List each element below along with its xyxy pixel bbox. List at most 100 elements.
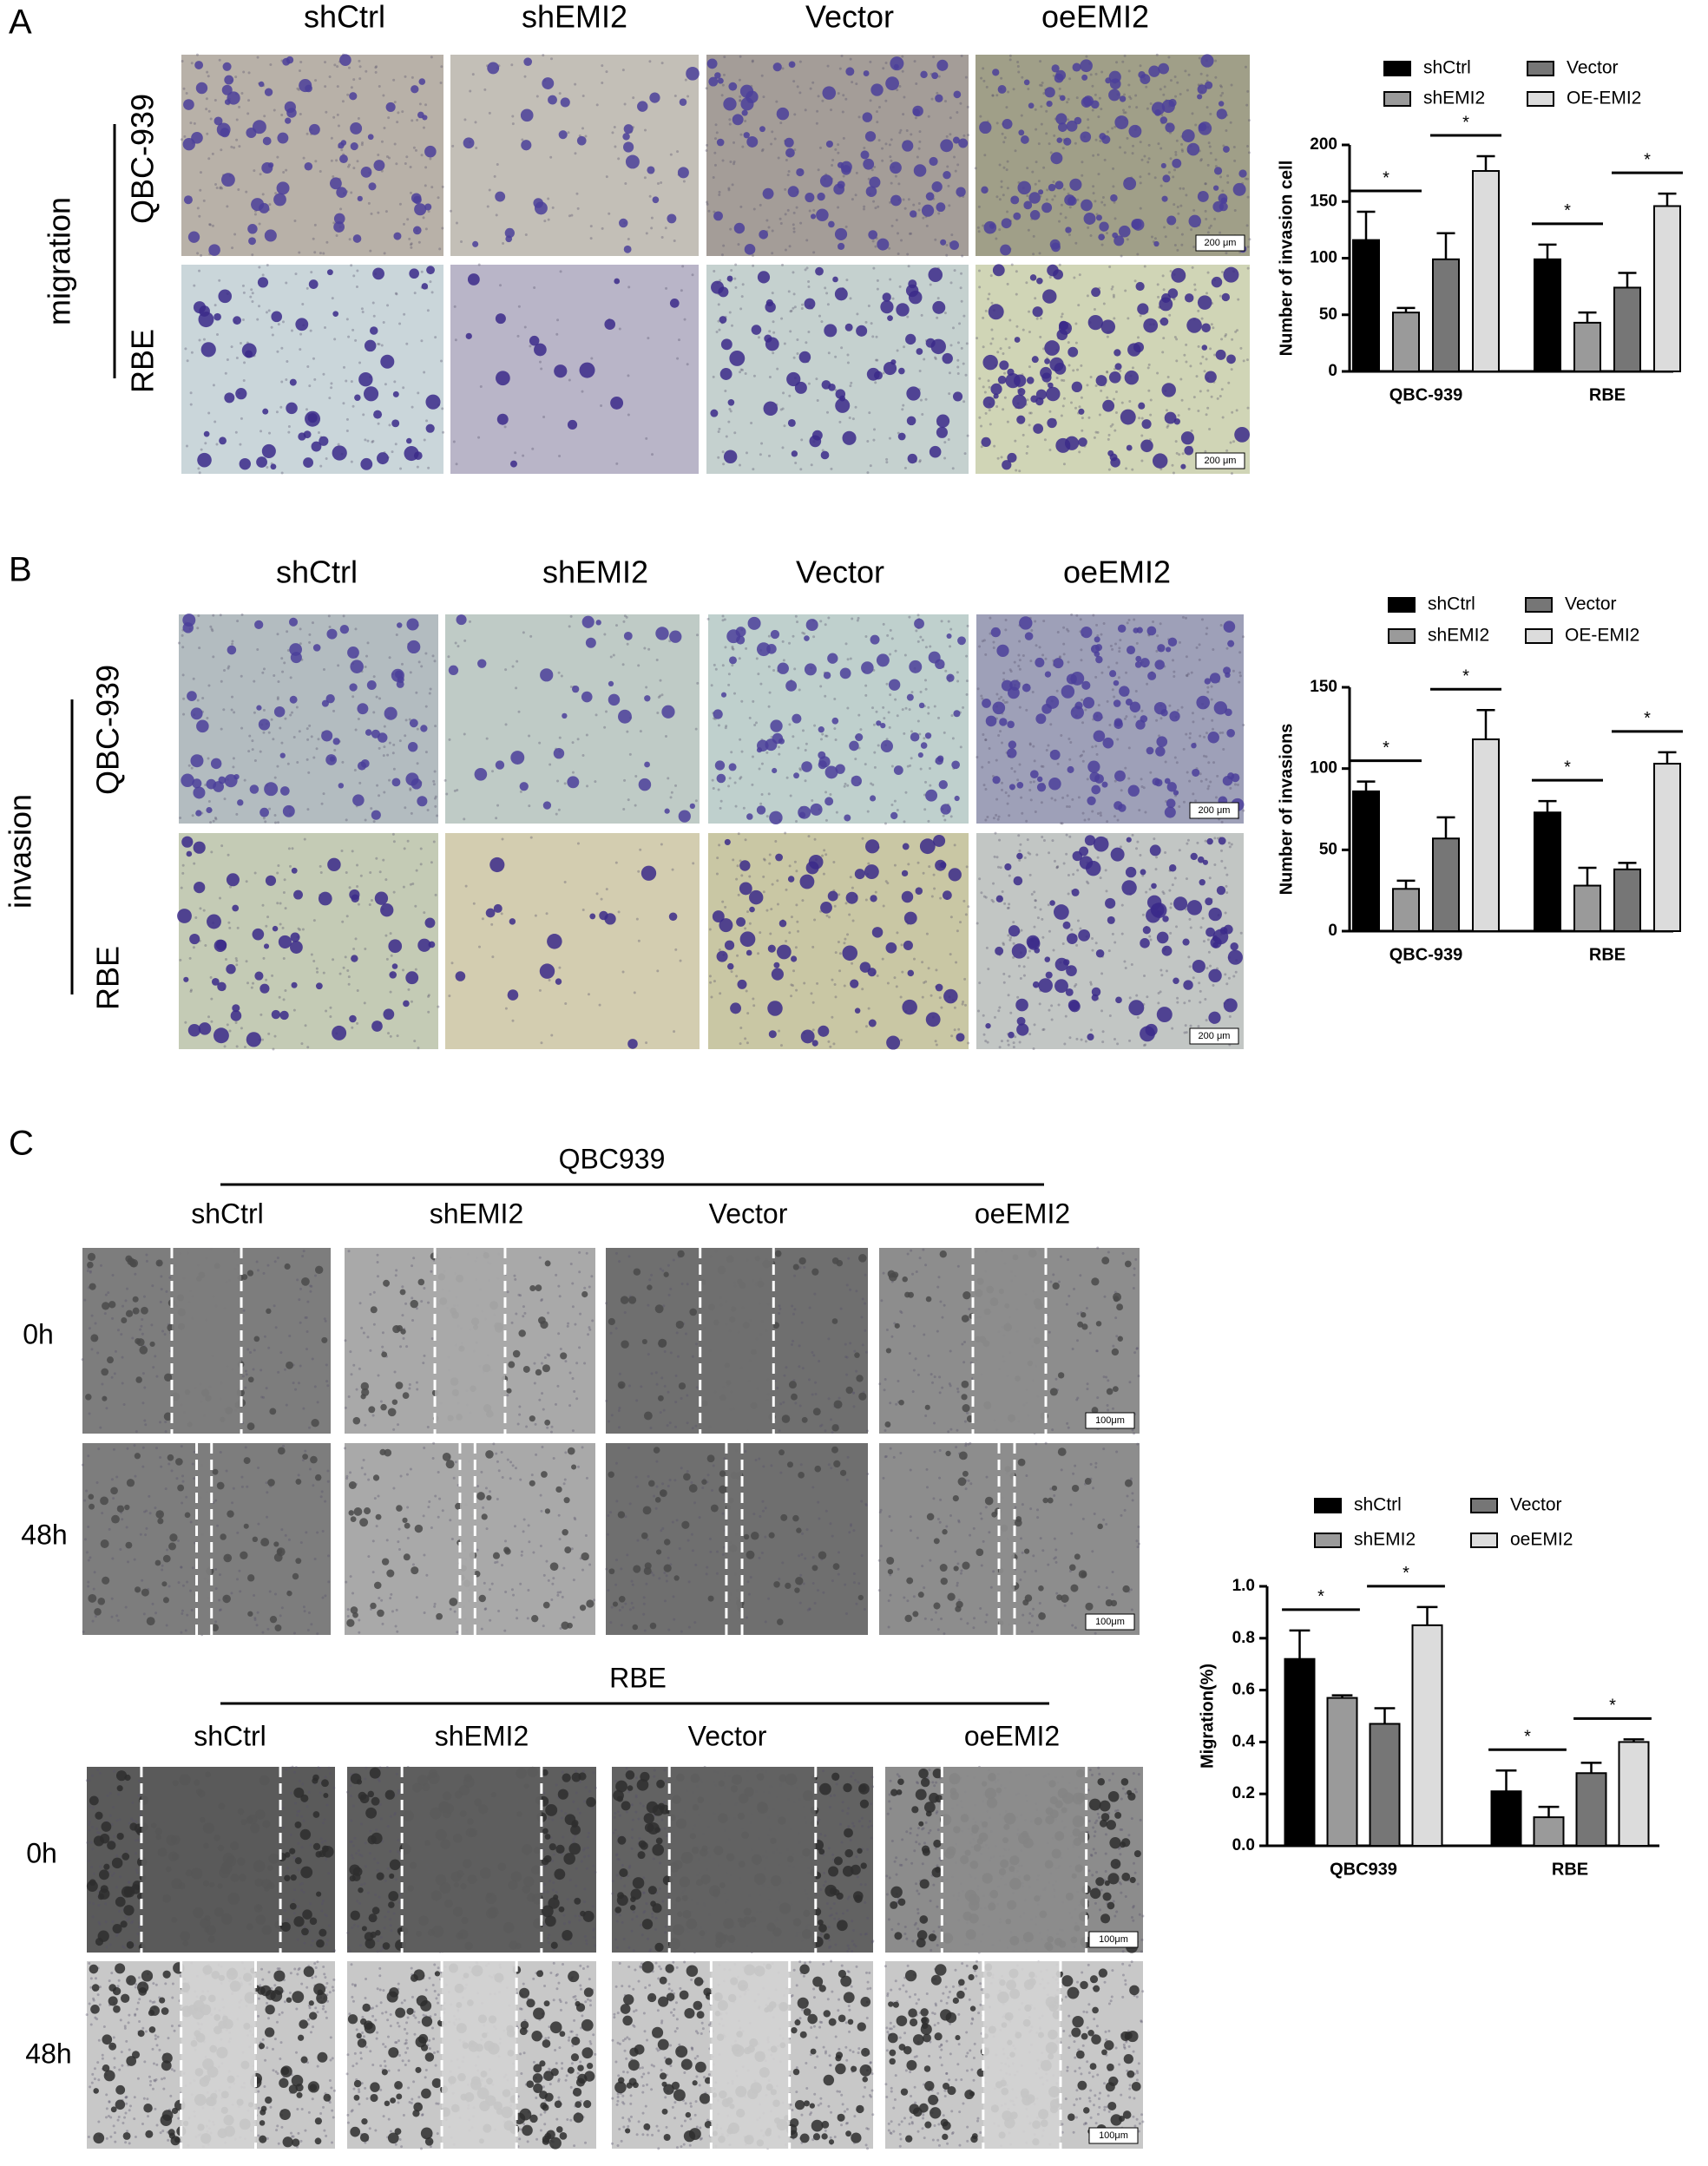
speckle [955, 961, 957, 963]
speckle [837, 206, 839, 208]
speckle [520, 791, 522, 793]
speckle [650, 226, 653, 229]
speckle [890, 804, 893, 806]
speckle [776, 879, 778, 882]
speckle [277, 633, 279, 635]
speckle [782, 391, 785, 394]
speckle [1111, 127, 1113, 129]
speckle [738, 894, 740, 896]
cell [870, 895, 877, 902]
speckle [807, 835, 810, 837]
speckle [855, 1370, 857, 1373]
speckle [1161, 890, 1164, 893]
speckle [142, 1372, 145, 1375]
speckle [220, 614, 222, 616]
speckle [1091, 949, 1094, 952]
speckle [1232, 670, 1235, 673]
speckle [424, 184, 427, 187]
speckle [238, 145, 240, 148]
cell [368, 182, 376, 190]
speckle [1167, 376, 1170, 378]
speckle [394, 101, 397, 103]
speckle [752, 756, 754, 758]
speckle [320, 871, 323, 874]
speckle [556, 779, 559, 782]
speckle [956, 1429, 958, 1432]
cell [1217, 108, 1227, 119]
speckle [496, 163, 499, 166]
speckle [664, 1350, 667, 1353]
cell [1087, 797, 1095, 805]
speckle [1211, 323, 1213, 325]
speckle [1048, 851, 1050, 854]
speckle [744, 120, 746, 122]
speckle [1007, 90, 1009, 93]
speckle [216, 187, 219, 189]
cell [1226, 354, 1236, 364]
speckle [718, 303, 720, 305]
cell [315, 1266, 323, 1274]
speckle [1205, 358, 1208, 360]
speckle [877, 975, 879, 977]
speckle [299, 730, 301, 732]
cell [1025, 632, 1034, 640]
speckle [759, 931, 761, 934]
speckle [782, 640, 785, 643]
cell [822, 380, 831, 390]
speckle [1066, 805, 1068, 808]
speckle [534, 1382, 536, 1385]
cell [233, 316, 241, 325]
cell [225, 99, 231, 105]
speckle [1103, 1375, 1106, 1378]
speckle [838, 941, 840, 943]
speckle [251, 300, 253, 303]
speckle [1242, 810, 1245, 812]
speckle [164, 1333, 167, 1336]
speckle [924, 679, 927, 681]
speckle [212, 225, 214, 227]
speckle [337, 114, 339, 116]
cell [1091, 785, 1100, 795]
cell [256, 706, 261, 711]
speckle [358, 782, 361, 784]
speckle [1051, 797, 1054, 799]
cell [1234, 427, 1250, 443]
cell [449, 666, 458, 675]
speckle [874, 381, 877, 384]
speckle [1074, 407, 1077, 410]
micrograph [976, 614, 1245, 824]
cell [621, 1340, 628, 1348]
cell [214, 313, 221, 321]
panel-label: B [9, 551, 32, 589]
speckle [827, 1040, 830, 1043]
speckle [793, 357, 796, 359]
speckle [1041, 918, 1043, 921]
speckle [212, 153, 214, 155]
cell [834, 1400, 843, 1408]
speckle [538, 1399, 541, 1401]
micrograph [178, 614, 438, 824]
cell [413, 226, 422, 235]
speckle [122, 1382, 124, 1385]
speckle [401, 1314, 404, 1316]
speckle [1120, 254, 1123, 257]
speckle [789, 245, 792, 247]
cell [1161, 163, 1166, 168]
speckle [313, 378, 316, 381]
speckle [981, 698, 983, 700]
cell [998, 85, 1007, 94]
speckle [1016, 778, 1019, 781]
speckle [785, 940, 787, 942]
cell [865, 839, 879, 853]
speckle [1036, 318, 1039, 320]
speckle [1124, 718, 1127, 720]
speckle [1166, 969, 1168, 972]
speckle [587, 1333, 589, 1336]
speckle [888, 711, 890, 713]
speckle [216, 333, 219, 336]
speckle [686, 363, 689, 365]
speckle [105, 1294, 108, 1296]
speckle [196, 54, 199, 56]
cell [466, 333, 472, 339]
cell [1187, 900, 1202, 915]
